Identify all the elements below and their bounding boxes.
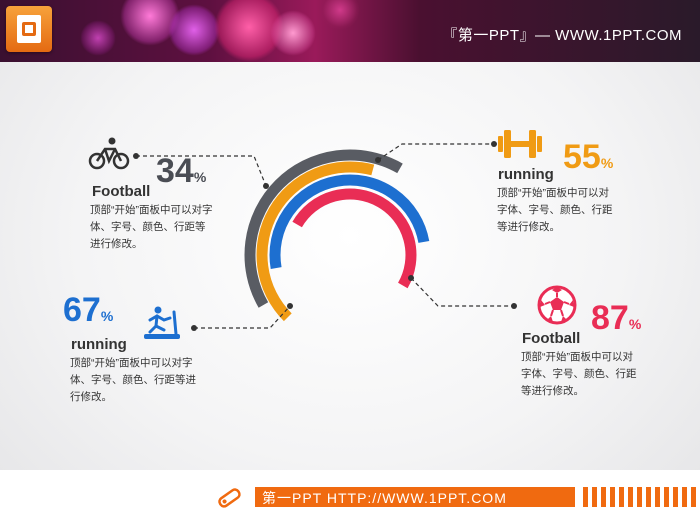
powerpoint-logo-icon — [6, 6, 52, 52]
arc-gray — [244, 149, 403, 308]
unit: % — [600, 155, 614, 171]
arc-group — [244, 149, 430, 322]
label-bottom-left: running — [71, 336, 127, 353]
percentage-top-right: 55% — [563, 138, 613, 177]
dumbbell-icon — [498, 130, 542, 158]
description-bottom-left: 顶部“开始”面板中可以对字体、字号、颜色、行距等进行修改。 — [70, 357, 196, 403]
percentage-bottom-left: 67% — [63, 291, 113, 330]
percentage-bottom-right: 87% — [591, 299, 641, 338]
connector-dot — [491, 141, 497, 147]
header-banner: 『第一PPT』— WWW.1PPT.COM — [0, 0, 700, 62]
connector-line-top-right — [377, 143, 494, 161]
bicycle-icon — [88, 137, 130, 170]
unit: % — [628, 316, 642, 332]
arc-orange — [256, 161, 375, 322]
header-title: 『第一PPT』— WWW.1PPT.COM — [442, 27, 682, 44]
description-top-left: 顶部“开始”面板中可以对字体、字号、颜色、行距等进行修改。 — [90, 204, 213, 250]
value: 67 — [63, 291, 101, 329]
label-bottom-right: Football — [522, 330, 581, 347]
description-bottom-right: 顶部“开始”面板中可以对字体、字号、颜色、行距等进行修改。 — [521, 351, 637, 397]
connector-dot — [133, 153, 139, 159]
description-top-right: 顶部“开始”面板中可以对字体、字号、颜色、行距等进行修改。 — [497, 187, 613, 233]
connector-dot — [375, 157, 381, 163]
arc-red — [292, 188, 417, 289]
unit: % — [100, 308, 114, 324]
soccer-ball-icon — [537, 285, 577, 325]
connector-dot — [191, 325, 197, 331]
connector-dot — [263, 183, 269, 189]
bokeh-light — [80, 20, 116, 56]
footer-text: 第一PPT HTTP://WWW.1PPT.COM — [262, 490, 507, 506]
connector-dot — [511, 303, 517, 309]
footer-stripes — [583, 487, 700, 507]
connector-line-bottom-right — [410, 277, 514, 307]
pencil-icon — [218, 488, 241, 508]
unit: % — [193, 169, 207, 185]
label-top-left: Football — [92, 183, 151, 200]
bokeh-light — [270, 10, 316, 56]
bokeh-light — [168, 4, 220, 56]
arc-blue — [269, 174, 430, 269]
label-top-right: running — [498, 166, 554, 183]
connector-group — [133, 141, 517, 331]
value: 34 — [156, 152, 194, 190]
percentage-top-left: 34% — [156, 152, 206, 191]
footer-strip — [255, 487, 575, 507]
value: 87 — [591, 299, 629, 337]
connector-dot — [287, 303, 293, 309]
treadmill-icon — [144, 306, 180, 339]
connector-dot — [408, 275, 414, 281]
value: 55 — [563, 138, 601, 176]
